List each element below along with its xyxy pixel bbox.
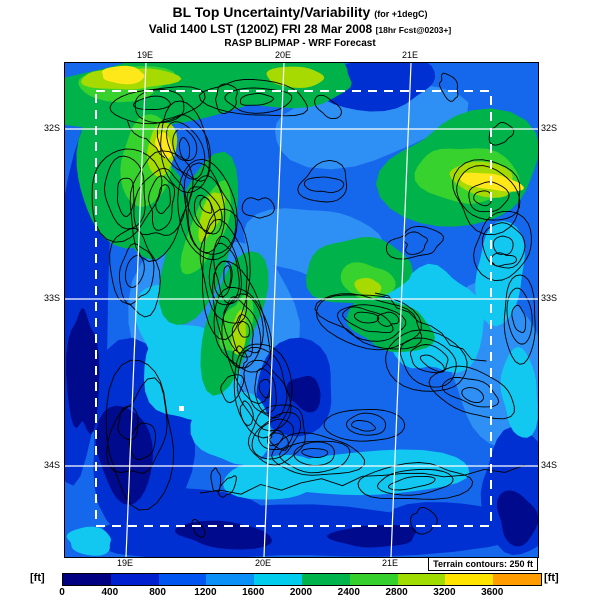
colorbar: [62, 573, 542, 586]
model-domain-boundary: [95, 90, 492, 527]
terrain-contour-note: Terrain contours: 250 ft: [428, 557, 538, 571]
forecast-note: [18hr Fcst@0203+]: [375, 25, 452, 35]
lat-label-left-1: 33S: [43, 293, 60, 303]
lon-label-top-1: 20E: [274, 50, 291, 60]
map-canvas: [65, 63, 538, 557]
valid-time-line: Valid 1400 LST (1200Z) FRI 28 Mar 2008 […: [0, 22, 600, 36]
lon-label-top-0: 19E: [136, 50, 153, 60]
colorbar-segment-1: [110, 574, 159, 585]
lat-label-right-0: 32S: [541, 123, 558, 133]
colorbar-tick-3600: 3600: [481, 587, 504, 598]
colorbar-tick-2400: 2400: [337, 587, 360, 598]
page-title: BL Top Uncertainty/Variability (for +1de…: [0, 4, 600, 20]
lat-label-left-2: 34S: [43, 460, 60, 470]
lat-label-right-1: 33S: [541, 293, 558, 303]
colorbar-tick-800: 800: [149, 587, 166, 598]
lon-label-bottom-0: 19E: [116, 558, 133, 568]
colorbar-tick-2000: 2000: [289, 587, 313, 598]
colorbar-segment-2: [158, 574, 207, 585]
colorbar-segment-4: [254, 574, 302, 585]
colorbar-segment-8: [445, 574, 494, 585]
colorbar-tick-3200: 3200: [433, 587, 456, 598]
colorbar-tick-1600: 1600: [242, 587, 265, 598]
uncertainty-color-field: [65, 63, 538, 557]
unit-label-left: [ft]: [30, 572, 45, 584]
colorbar-segment-0: [63, 574, 111, 585]
colorbar-segment-7: [397, 574, 446, 585]
marker-point: [179, 406, 184, 411]
unit-label-right: [ft]: [544, 572, 559, 584]
lat-label-left-0: 32S: [43, 123, 60, 133]
colorbar-segment-5: [301, 574, 350, 585]
title-main: BL Top Uncertainty/Variability: [172, 4, 371, 20]
colorbar-tick-400: 400: [101, 587, 119, 598]
lon-label-top-2: 21E: [401, 50, 418, 60]
title-note: (for +1degC): [374, 9, 428, 19]
forecast-map: [64, 62, 539, 558]
valid-datetime: Valid 1400 LST (1200Z) FRI 28 Mar 2008: [148, 22, 373, 36]
colorbar-segment-9: [493, 574, 541, 585]
latlon-grid-lines: [65, 63, 538, 557]
lon-label-bottom-1: 20E: [254, 558, 271, 568]
colorbar-tick-1200: 1200: [194, 587, 217, 598]
colorbar-tick-0: 0: [59, 587, 65, 598]
colorbar-segment-3: [206, 574, 255, 585]
lat-label-right-2: 34S: [541, 460, 558, 470]
lon-label-bottom-2: 21E: [381, 558, 398, 568]
colorbar-segment-6: [349, 574, 398, 585]
colorbar-tick-2800: 2800: [385, 587, 408, 598]
model-line: RASP BLIPMAP - WRF Forecast: [224, 38, 376, 49]
